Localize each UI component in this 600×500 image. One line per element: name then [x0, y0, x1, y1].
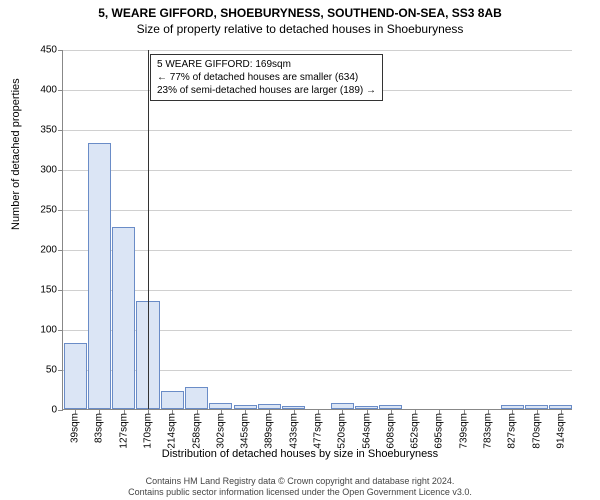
- info-annotation-box: 5 WEARE GIFFORD: 169sqm← 77% of detached…: [150, 54, 383, 101]
- y-tick-label: 0: [51, 405, 63, 416]
- grid-line: [63, 250, 572, 251]
- x-tick-label: 127sqm: [118, 409, 129, 449]
- y-tick-label: 400: [40, 85, 63, 96]
- y-tick-label: 50: [46, 365, 63, 376]
- footer-line-1: Contains HM Land Registry data © Crown c…: [0, 476, 600, 487]
- x-tick-label: 214sqm: [167, 409, 178, 449]
- x-axis-title: Distribution of detached houses by size …: [0, 448, 600, 460]
- x-tick-label: 914sqm: [555, 409, 566, 449]
- x-tick-label: 520sqm: [337, 409, 348, 449]
- x-tick-label: 783sqm: [483, 409, 494, 449]
- grid-line: [63, 290, 572, 291]
- chart-plot-area: 05010015020025030035040045039sqm83sqm127…: [62, 50, 572, 410]
- y-tick-label: 150: [40, 285, 63, 296]
- x-tick-label: 695sqm: [434, 409, 445, 449]
- x-tick-label: 870sqm: [531, 409, 542, 449]
- y-tick-label: 300: [40, 165, 63, 176]
- y-tick-label: 200: [40, 245, 63, 256]
- x-tick-label: 827sqm: [507, 409, 518, 449]
- histogram-bar: [88, 143, 111, 409]
- grid-line: [63, 170, 572, 171]
- info-box-line: 23% of semi-detached houses are larger (…: [157, 84, 376, 97]
- x-tick-label: 83sqm: [94, 409, 105, 443]
- histogram-bar: [185, 387, 208, 409]
- footer-line-2: Contains public sector information licen…: [0, 487, 600, 498]
- x-tick-label: 477sqm: [313, 409, 324, 449]
- x-tick-label: 652sqm: [410, 409, 421, 449]
- histogram-bar: [64, 343, 87, 409]
- y-tick-label: 250: [40, 205, 63, 216]
- y-axis-title: Number of detached properties: [10, 78, 22, 230]
- x-tick-label: 739sqm: [458, 409, 469, 449]
- info-box-line: ← 77% of detached houses are smaller (63…: [157, 71, 376, 84]
- grid-line: [63, 210, 572, 211]
- x-tick-label: 302sqm: [215, 409, 226, 449]
- x-tick-label: 389sqm: [264, 409, 275, 449]
- histogram-bar: [161, 391, 184, 409]
- grid-line: [63, 130, 572, 131]
- x-tick-label: 608sqm: [385, 409, 396, 449]
- chart-title-main: 5, WEARE GIFFORD, SHOEBURYNESS, SOUTHEND…: [0, 0, 600, 20]
- grid-line: [63, 50, 572, 51]
- reference-marker-line: [148, 50, 149, 409]
- y-tick-label: 350: [40, 125, 63, 136]
- x-tick-label: 170sqm: [143, 409, 154, 449]
- x-tick-label: 39sqm: [70, 409, 81, 443]
- x-tick-label: 564sqm: [361, 409, 372, 449]
- footer-attribution: Contains HM Land Registry data © Crown c…: [0, 476, 600, 498]
- x-tick-label: 433sqm: [288, 409, 299, 449]
- x-tick-label: 258sqm: [191, 409, 202, 449]
- y-tick-label: 100: [40, 325, 63, 336]
- y-tick-label: 450: [40, 45, 63, 56]
- histogram-bar: [112, 227, 135, 409]
- chart-title-sub: Size of property relative to detached ho…: [0, 20, 600, 36]
- info-box-line: 5 WEARE GIFFORD: 169sqm: [157, 58, 376, 71]
- x-tick-label: 345sqm: [240, 409, 251, 449]
